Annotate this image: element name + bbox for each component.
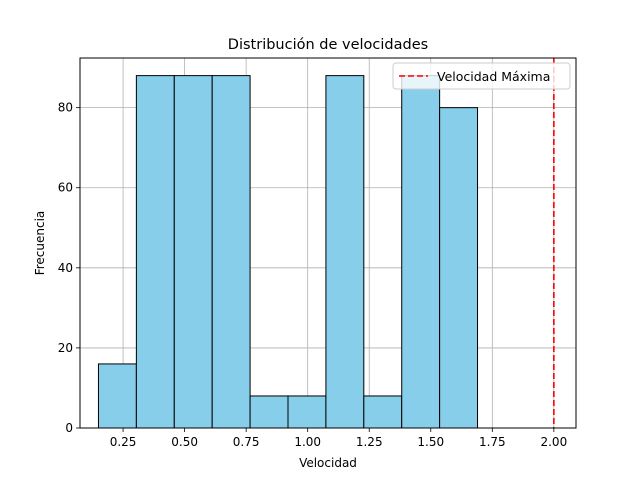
x-axis-ticks: 0.25 0.50 0.75 1.00 1.25 1.50 1.75 2.00 xyxy=(110,428,567,449)
x-tick-label: 0.25 xyxy=(110,435,137,449)
x-tick-label: 1.00 xyxy=(294,435,321,449)
y-tick-label: 80 xyxy=(58,101,73,115)
x-tick-label: 1.25 xyxy=(356,435,383,449)
histogram-bars xyxy=(97,75,479,429)
legend-box xyxy=(392,62,571,90)
y-tick-label: 60 xyxy=(58,181,73,195)
histogram-bar xyxy=(363,395,403,429)
histogram-bar xyxy=(173,75,213,429)
y-tick-label: 0 xyxy=(65,421,73,435)
legend-label: Velocidad Máxima xyxy=(437,69,550,84)
histogram-bar xyxy=(249,395,289,429)
x-tick-label: 1.75 xyxy=(479,435,506,449)
x-tick-label: 1.50 xyxy=(417,435,444,449)
chart-title: Distribución de velocidades xyxy=(228,37,428,53)
histogram-bar xyxy=(135,75,175,429)
x-tick-label: 2.00 xyxy=(540,435,567,449)
legend: Velocidad Máxima xyxy=(392,62,571,90)
histogram-bar xyxy=(211,75,251,429)
x-tick-label: 0.50 xyxy=(171,435,198,449)
y-axis-label: Frecuencia xyxy=(33,211,47,276)
histogram-bar xyxy=(325,75,365,429)
x-axis-label: Velocidad xyxy=(299,456,357,470)
y-axis-ticks: 0 20 40 60 80 xyxy=(58,101,80,435)
y-tick-label: 20 xyxy=(58,341,73,355)
histogram-bar xyxy=(287,395,327,429)
histogram-bar xyxy=(439,107,479,429)
x-tick-label: 0.75 xyxy=(233,435,260,449)
plot-frame xyxy=(79,57,577,429)
histogram-bar xyxy=(401,75,441,429)
histogram-bar xyxy=(97,363,137,429)
y-tick-label: 40 xyxy=(58,261,73,275)
